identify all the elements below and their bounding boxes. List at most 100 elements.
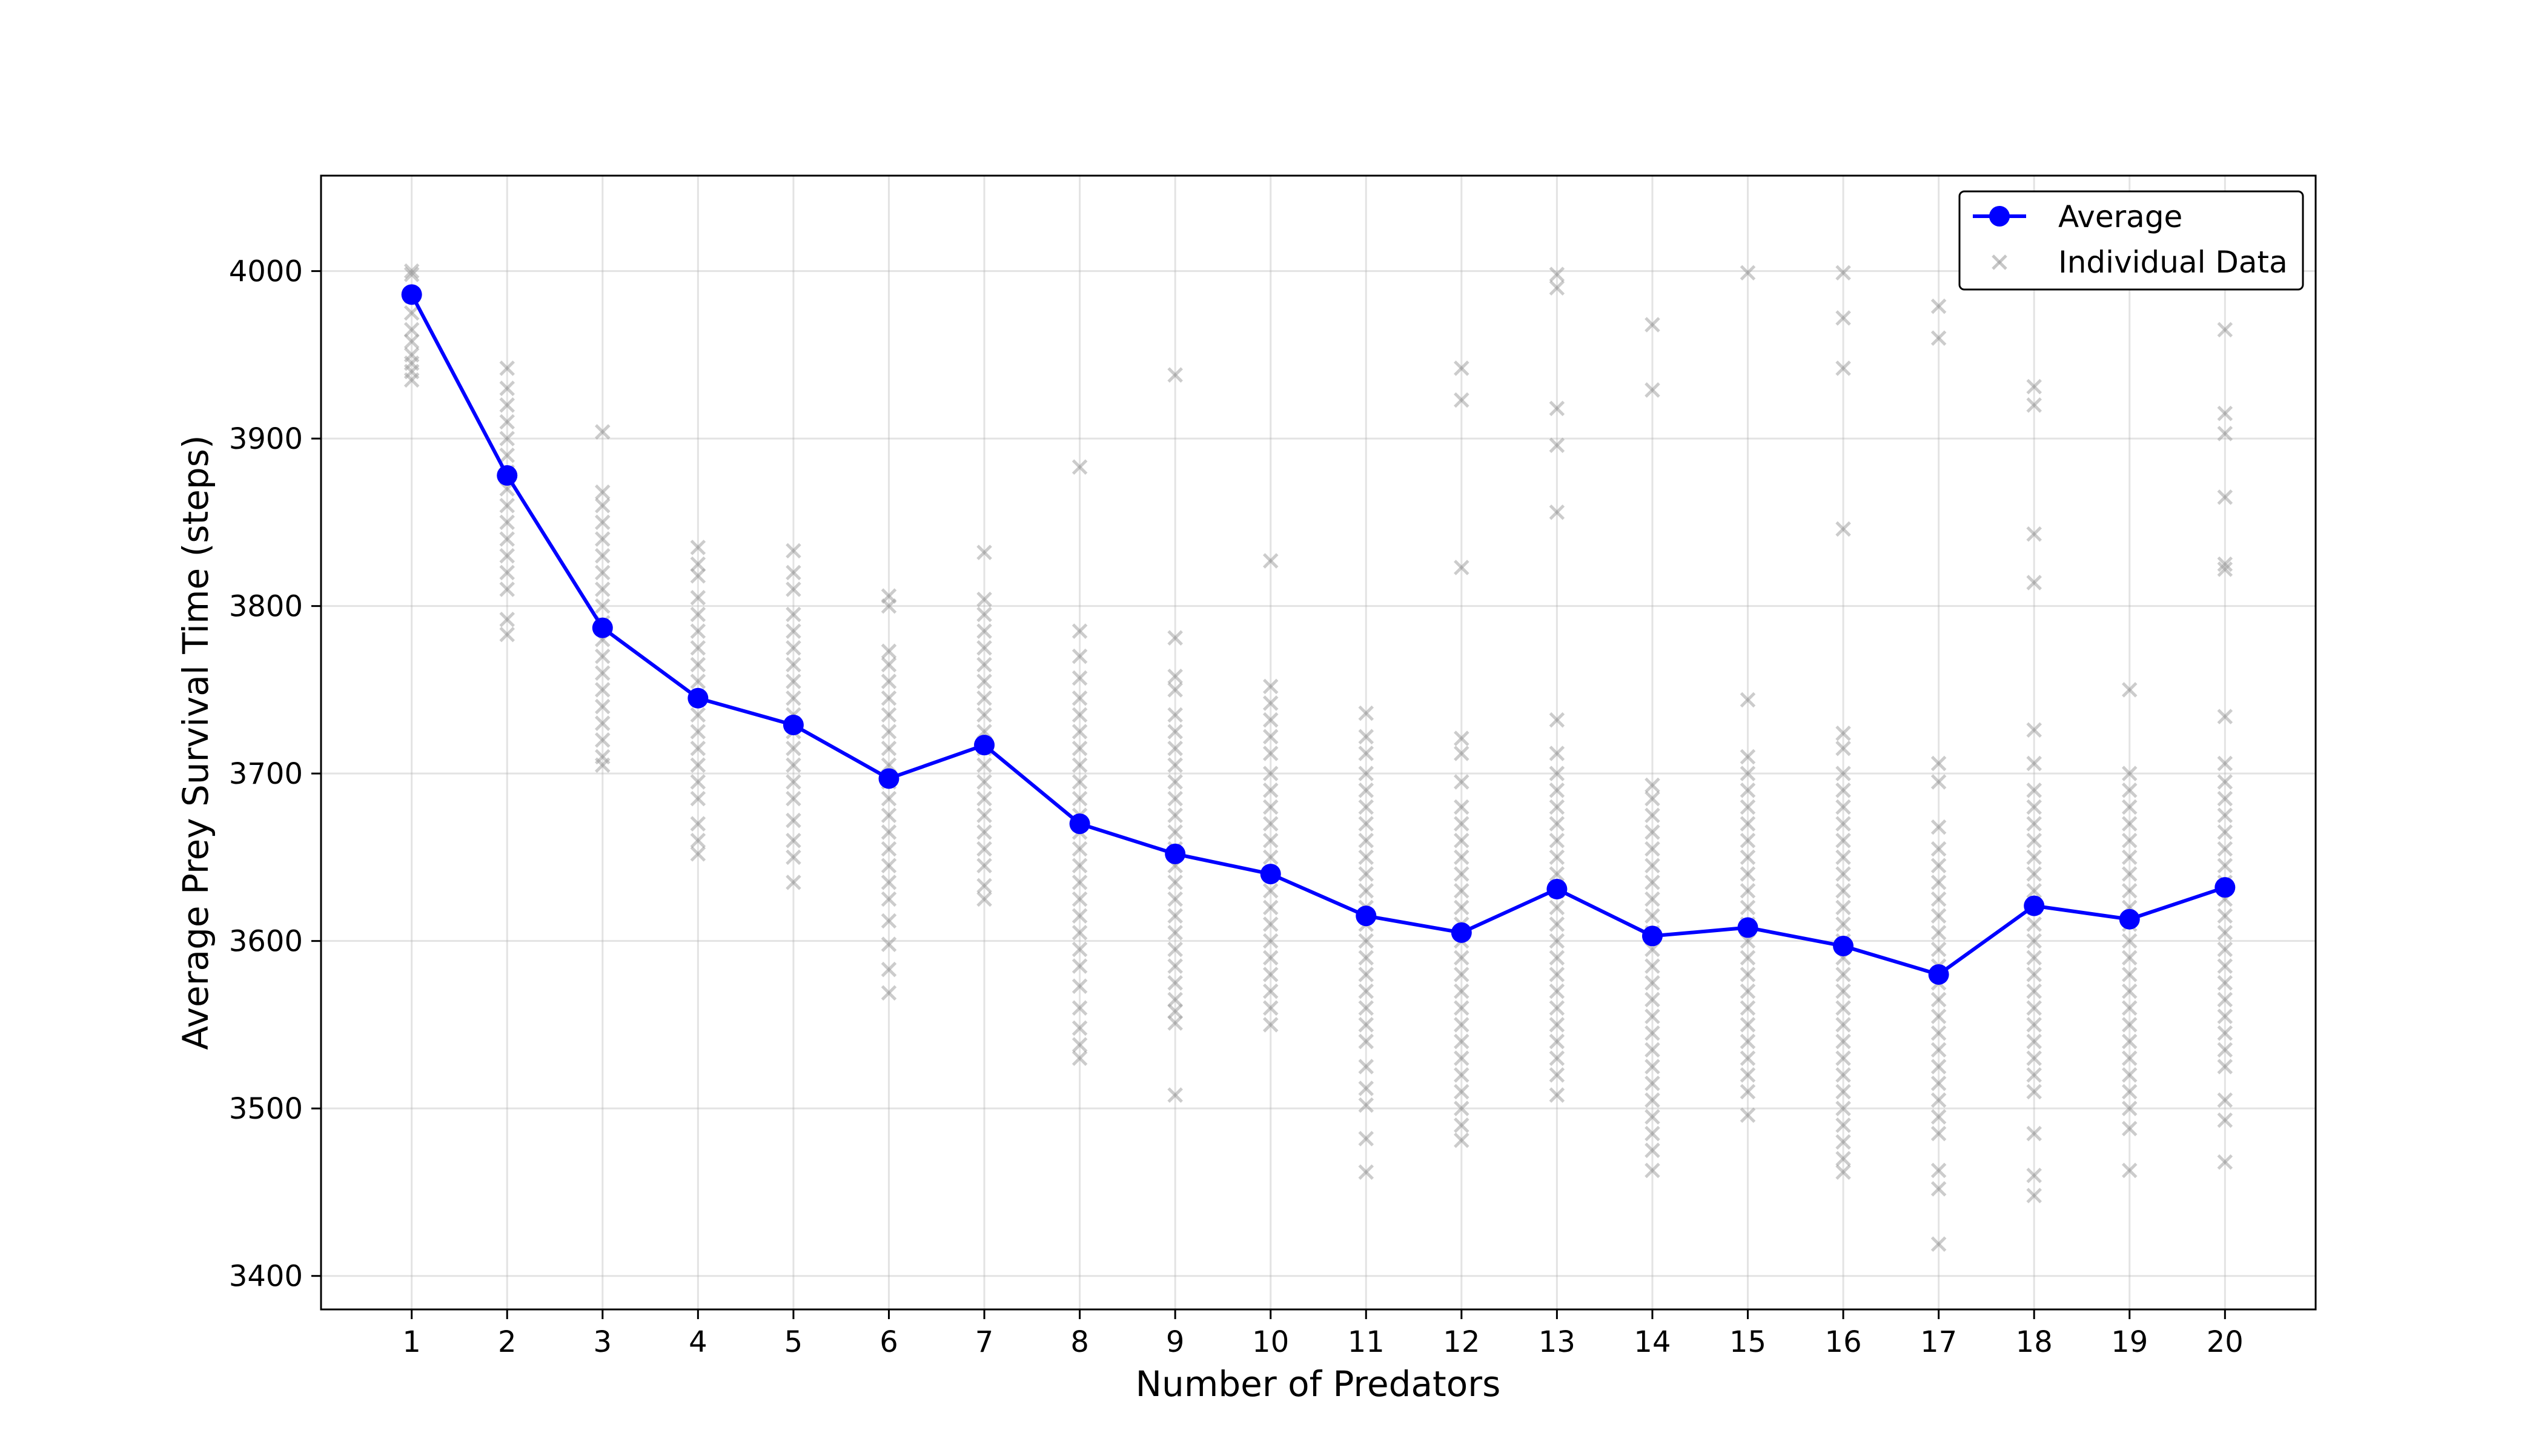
x-marker-stroke	[2217, 1008, 2233, 1024]
individual-data-point	[2121, 983, 2138, 999]
individual-data-point	[2217, 1112, 2233, 1128]
x-marker-stroke	[1454, 816, 1469, 832]
x-marker-stroke	[1645, 824, 1660, 840]
x-marker-stroke	[1454, 882, 1469, 899]
x-marker-stroke	[2217, 807, 2233, 824]
x-marker-stroke	[881, 913, 897, 929]
individual-data-point	[2121, 1033, 2138, 1050]
x-marker-stroke	[1072, 1000, 1088, 1016]
individual-data-point	[2026, 799, 2042, 815]
individual-data-point	[1740, 1084, 1756, 1100]
x-marker-stroke	[1358, 783, 1374, 798]
x-marker-stroke	[881, 858, 897, 874]
individual-data-point	[1358, 933, 1374, 949]
x-marker-stroke	[499, 360, 515, 376]
x-marker-stroke	[690, 590, 706, 606]
x-marker-stroke	[1549, 832, 1565, 849]
individual-data-point	[1835, 866, 1851, 882]
individual-data-point	[1167, 790, 1183, 807]
x-marker-stroke	[2217, 908, 2233, 924]
x-marker-stroke	[690, 816, 706, 832]
individual-data-point	[976, 858, 992, 874]
individual-data-point	[881, 891, 897, 907]
individual-data-point	[690, 774, 706, 790]
x-marker-stroke	[2026, 783, 2042, 798]
x-marker-stroke	[2026, 832, 2042, 849]
x-marker-stroke	[2121, 849, 2138, 865]
x-marker-stroke	[976, 891, 992, 907]
individual-data-point	[1930, 1059, 1947, 1074]
x-tick-label: 7	[975, 1325, 994, 1359]
individual-data-point	[1930, 1025, 1947, 1041]
individual-data-point	[690, 640, 706, 656]
individual-data-point	[1835, 849, 1851, 865]
individual-data-point	[499, 360, 515, 376]
individual-data-point	[499, 448, 515, 463]
x-marker-stroke	[1262, 1017, 1279, 1033]
legend-frame	[1958, 190, 2304, 291]
y-tick-label: 3400	[229, 1260, 303, 1294]
x-marker-stroke	[1358, 849, 1374, 865]
x-marker-stroke	[1740, 832, 1756, 849]
x-marker-stroke	[1072, 740, 1088, 756]
individual-data-point	[786, 690, 801, 706]
x-marker-stroke	[1930, 908, 1947, 924]
x-marker-stroke	[1549, 1067, 1565, 1083]
individual-data-point	[1740, 1050, 1756, 1066]
individual-data-point	[1835, 1050, 1851, 1066]
x-marker-stroke	[1167, 630, 1183, 646]
x-marker-stroke	[1645, 317, 1660, 333]
individual-data-point	[403, 305, 420, 321]
individual-data-point	[1645, 1142, 1660, 1159]
x-marker-stroke	[976, 757, 992, 773]
x-marker-stroke	[1549, 816, 1565, 832]
x-marker-stroke	[976, 690, 992, 706]
individual-data-point	[1454, 1033, 1469, 1050]
x-marker-stroke	[976, 790, 992, 807]
x-marker-stroke	[1740, 1067, 1756, 1083]
individual-data-point	[1549, 437, 1565, 453]
individual-data-point	[1262, 783, 1279, 798]
individual-data-point	[1072, 978, 1088, 994]
individual-data-point	[2217, 975, 2233, 991]
x-marker-stroke	[1549, 1017, 1565, 1033]
individual-data-point	[1835, 832, 1851, 849]
individual-data-point	[1167, 824, 1183, 840]
individual-data-point	[1262, 816, 1279, 832]
x-marker-stroke	[2217, 925, 2233, 941]
individual-data-point	[1645, 317, 1660, 333]
individual-data-point	[1549, 783, 1565, 798]
x-marker-stroke	[1549, 849, 1565, 865]
x-marker-stroke	[2026, 866, 2042, 882]
individual-data-point	[1549, 967, 1565, 982]
individual-data-point	[1454, 950, 1469, 966]
individual-data-point	[690, 568, 706, 584]
individual-data-point	[1645, 975, 1660, 991]
individual-data-point	[1835, 1151, 1851, 1166]
individual-data-point	[976, 824, 992, 840]
x-marker-stroke	[1740, 866, 1756, 882]
individual-data-point	[2121, 766, 2138, 781]
individual-data-point	[2217, 858, 2233, 874]
individual-data-point	[786, 673, 801, 689]
individual-data-point	[2217, 824, 2233, 840]
x-marker-stroke	[1262, 746, 1279, 761]
individual-data-point	[2217, 755, 2233, 772]
x-marker-stroke	[786, 774, 801, 790]
average-point	[2119, 908, 2140, 930]
x-marker-stroke	[1549, 400, 1565, 417]
x-marker-stroke	[403, 333, 420, 349]
x-marker-stroke	[881, 690, 897, 706]
individual-data-point	[2026, 1067, 2042, 1083]
individual-data-point	[1645, 1008, 1660, 1024]
x-marker-stroke	[1645, 958, 1660, 974]
x-marker-stroke	[595, 581, 611, 597]
x-marker-stroke	[1262, 799, 1279, 815]
x-marker-stroke	[2121, 1100, 2138, 1116]
individual-data-point	[2121, 816, 2138, 832]
individual-data-point	[1645, 824, 1660, 840]
x-marker-stroke	[1740, 1084, 1756, 1100]
average-point	[1928, 964, 1949, 985]
x-marker-stroke	[1072, 670, 1088, 686]
x-tick-label: 5	[784, 1325, 803, 1359]
